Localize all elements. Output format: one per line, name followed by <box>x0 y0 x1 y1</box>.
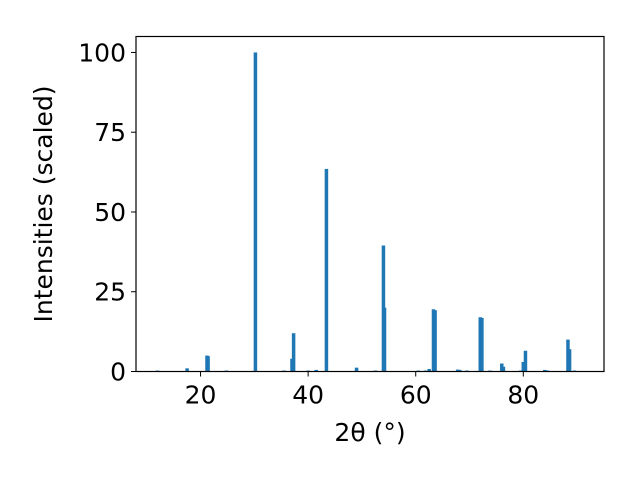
y-tick-label: 25 <box>94 278 126 307</box>
bar <box>291 333 296 372</box>
bar <box>458 369 462 372</box>
bar <box>253 52 258 372</box>
bar <box>433 310 437 372</box>
plot-frame <box>135 35 605 373</box>
x-tick-label: 40 <box>292 381 324 410</box>
y-tick-label: 100 <box>78 38 126 67</box>
bar <box>382 307 387 372</box>
bar <box>543 369 547 372</box>
bar <box>324 168 329 372</box>
x-tick-label: 20 <box>185 381 217 410</box>
bar <box>480 317 484 372</box>
y-axis: 0 25 50 75 100 <box>78 38 136 387</box>
x-tick-label: 80 <box>507 381 539 410</box>
y-axis-label: Intensities (scaled) <box>29 85 58 322</box>
x-axis-label: 2θ (°) <box>334 418 405 447</box>
y-tick-label: 0 <box>110 358 126 387</box>
bar <box>314 369 318 372</box>
bar <box>455 369 460 372</box>
x-axis: 20 40 60 80 <box>185 371 539 410</box>
bar <box>501 366 506 372</box>
bar <box>567 349 572 372</box>
bar <box>354 367 359 372</box>
y-tick-label: 50 <box>94 198 126 227</box>
x-tick-label: 60 <box>400 381 432 410</box>
bar <box>427 368 431 372</box>
bar <box>206 356 210 372</box>
bar <box>185 368 189 372</box>
y-tick-label: 75 <box>94 118 126 147</box>
bar <box>523 350 528 372</box>
bars-layer <box>155 52 577 372</box>
bar <box>521 361 526 372</box>
